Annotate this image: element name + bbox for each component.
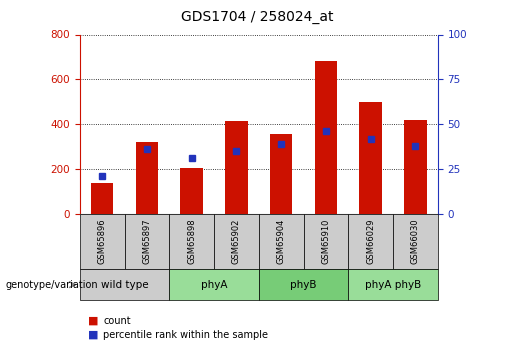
Bar <box>393 214 438 269</box>
Bar <box>270 134 293 214</box>
Bar <box>259 214 303 269</box>
Text: ■: ■ <box>88 316 98 326</box>
Text: count: count <box>103 316 131 326</box>
Bar <box>315 61 337 214</box>
Bar <box>125 214 169 269</box>
Bar <box>80 214 125 269</box>
Text: phyA: phyA <box>201 280 227 289</box>
Text: phyB: phyB <box>290 280 317 289</box>
Text: wild type: wild type <box>101 280 148 289</box>
Bar <box>169 269 259 300</box>
Text: GSM65902: GSM65902 <box>232 219 241 264</box>
Text: GSM66029: GSM66029 <box>366 219 375 264</box>
Text: genotype/variation: genotype/variation <box>5 280 98 289</box>
Bar <box>180 168 203 214</box>
Bar <box>359 102 382 214</box>
Bar <box>404 120 426 214</box>
Text: GSM65896: GSM65896 <box>98 219 107 264</box>
Bar <box>214 214 259 269</box>
Text: phyA phyB: phyA phyB <box>365 280 421 289</box>
Text: GSM66030: GSM66030 <box>411 219 420 264</box>
Bar <box>259 269 348 300</box>
Text: percentile rank within the sample: percentile rank within the sample <box>103 330 268 339</box>
Text: GDS1704 / 258024_at: GDS1704 / 258024_at <box>181 10 334 24</box>
Bar <box>225 121 248 214</box>
Bar <box>169 214 214 269</box>
Text: GSM65898: GSM65898 <box>187 219 196 264</box>
Text: GSM65897: GSM65897 <box>143 219 151 264</box>
Text: GSM65910: GSM65910 <box>321 219 331 264</box>
Text: GSM65904: GSM65904 <box>277 219 286 264</box>
Bar <box>91 183 113 214</box>
Text: ■: ■ <box>88 330 98 339</box>
Bar <box>136 142 158 214</box>
Bar <box>348 214 393 269</box>
Bar <box>348 269 438 300</box>
Bar <box>303 214 348 269</box>
Bar <box>80 269 169 300</box>
